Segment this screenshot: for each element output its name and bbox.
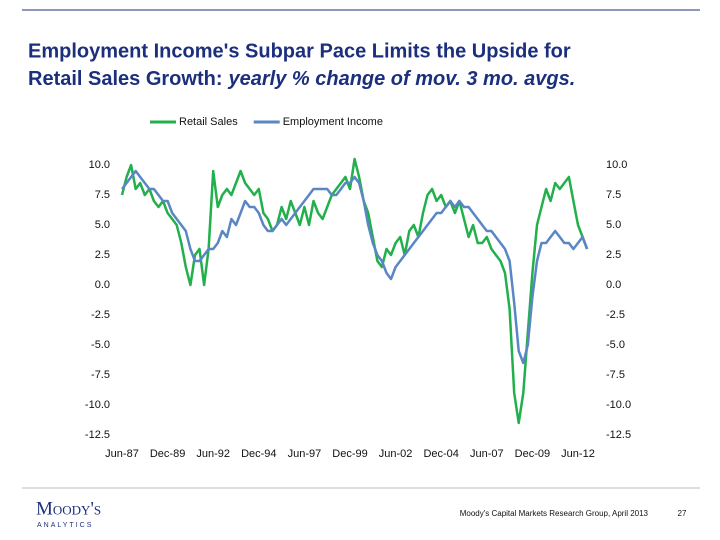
x-tick-label: Jun-97 [288,448,322,460]
x-tick-label: Jun-12 [561,448,595,460]
y-tick-label: 2.5 [95,249,110,261]
x-tick-label: Dec-94 [241,448,276,460]
y-tick-label: 10.0 [89,159,110,171]
y-tick-label: -2.5 [91,309,110,321]
y2-tick-label: -2.5 [606,309,625,321]
series-line [120,157,589,425]
y2-tick-label: 5.0 [606,219,621,231]
x-tick-label: Jun-02 [379,448,413,460]
x-tick-label: Dec-99 [332,448,367,460]
y-tick-label: -12.5 [85,429,110,441]
x-tick-label: Dec-89 [150,448,185,460]
y-tick-label: 7.5 [95,189,110,201]
chart-title-line2: Retail Sales Growth: yearly % change of m… [28,68,575,90]
y2-tick-label: 7.5 [606,189,621,201]
legend-label: Employment Income [283,116,383,128]
y-tick-label: -5.0 [91,339,110,351]
logo-sub: ANALYTICS [37,522,93,529]
y-tick-label: -10.0 [85,399,110,411]
legend-label: Retail Sales [179,116,238,128]
x-tick-label: Dec-04 [423,448,458,460]
y2-tick-label: 0.0 [606,279,621,291]
y-tick-label: 0.0 [95,279,110,291]
y2-tick-label: -12.5 [606,429,631,441]
chart-subtitle: yearly % change of mov. 3 mo. avgs. [228,68,576,90]
source: Moody's Capital Markets Research Group, … [460,509,649,518]
chart-title: Employment Income's Subpar Pace Limits t… [28,40,571,62]
y2-tick-label: -10.0 [606,399,631,411]
y2-tick-label: 2.5 [606,249,621,261]
page-number: 27 [678,509,687,518]
x-tick-label: Jun-87 [105,448,139,460]
x-tick-label: Jun-07 [470,448,504,460]
x-tick-label: Jun-92 [196,448,230,460]
y-tick-label: -7.5 [91,369,110,381]
y2-tick-label: -5.0 [606,339,625,351]
series-line [121,169,589,365]
title-line2: Retail Sales Growth: [28,68,223,90]
logo: Moody's [36,498,101,519]
x-tick-label: Dec-09 [515,448,550,460]
y2-tick-label: 10.0 [606,159,627,171]
y2-tick-label: -7.5 [606,369,625,381]
y-tick-label: 5.0 [95,219,110,231]
